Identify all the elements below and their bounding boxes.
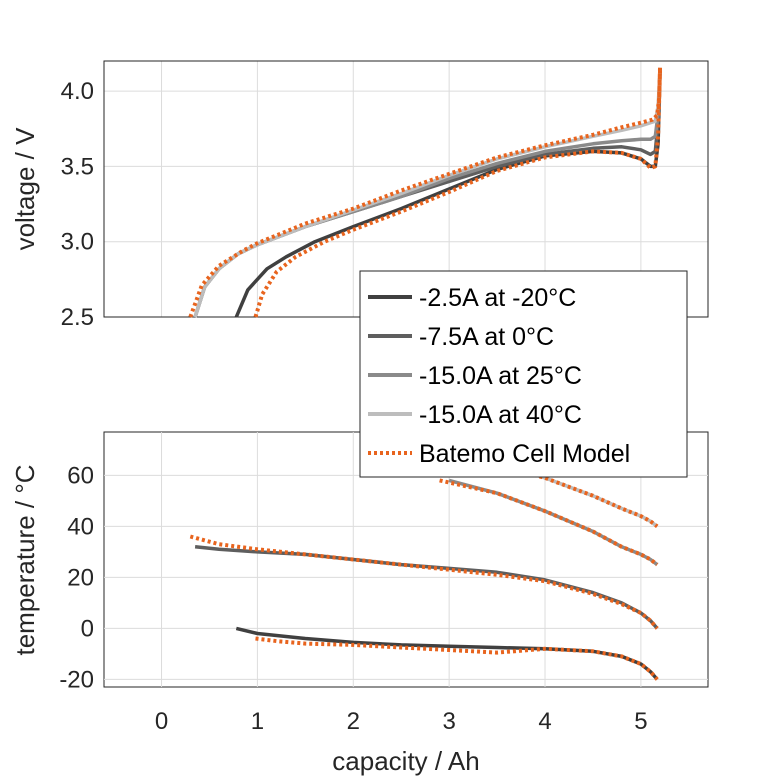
voltage-axis-label: voltage / V (10, 127, 40, 251)
capacity-x-tick-label: 2 (347, 708, 360, 735)
capacity-x-ticks: 0 1 2 3 4 5 (155, 708, 648, 735)
capacity-x-tick-label: 0 (155, 708, 168, 735)
temperature-panel: -20 0 20 40 60 0 1 2 3 4 5 temperature / °C capac… (10, 431, 709, 776)
voltage-series (188, 65, 663, 318)
legend-box (359, 270, 688, 478)
temperature-series-line-6 (439, 478, 659, 567)
capacity-x-tick-label: 5 (634, 708, 647, 735)
temperature-y-tick-label: 20 (67, 564, 94, 591)
temperature-series-line-5 (255, 636, 659, 681)
temperature-y-tick-label: 40 (67, 513, 94, 540)
temperature-series-line-3 (520, 468, 659, 528)
voltage-series-line-5 (253, 68, 663, 318)
temperature-y-tick-label: 0 (81, 615, 94, 642)
legend-label: -7.5A at 0°C (419, 323, 554, 351)
temperature-y-tick-label: -20 (59, 666, 94, 693)
voltage-y-tick-label: 3.5 (61, 153, 94, 180)
voltage-panel: 2.5 3.0 3.5 4.0 voltage / V (10, 60, 709, 331)
legend-label: -15.0A at 40°C (419, 401, 582, 429)
legend-entries: -2.5A at -20°C -7.5A at 0°C -15.0A at 25°C… (368, 284, 630, 468)
capacity-axis-label: capacity / Ah (332, 746, 479, 776)
legend-label: Batemo Cell Model (419, 440, 630, 468)
capacity-x-tick-label: 3 (442, 708, 455, 735)
voltage-y-ticks: 2.5 3.0 3.5 4.0 (61, 78, 94, 331)
capacity-x-tick-label: 1 (251, 708, 264, 735)
legend-label: -15.0A at 25°C (419, 362, 582, 390)
voltage-y-tick-label: 4.0 (61, 78, 94, 105)
voltage-y-tick-label: 2.5 (61, 304, 94, 331)
temperature-series-line-1 (194, 545, 659, 630)
temperature-series (189, 468, 659, 681)
legend-label: -2.5A at -20°C (419, 284, 576, 312)
voltage-y-tick-label: 3.0 (61, 229, 94, 256)
temperature-y-tick-label: 60 (67, 462, 94, 489)
temperature-y-ticks: -20 0 20 40 60 (59, 462, 94, 693)
capacity-x-tick-label: 4 (538, 708, 551, 735)
legend: -2.5A at -20°C -7.5A at 0°C -15.0A at 25°C… (359, 270, 688, 478)
temperature-axis-label: temperature / °C (10, 464, 40, 655)
temperature-series-line-0 (235, 626, 659, 681)
